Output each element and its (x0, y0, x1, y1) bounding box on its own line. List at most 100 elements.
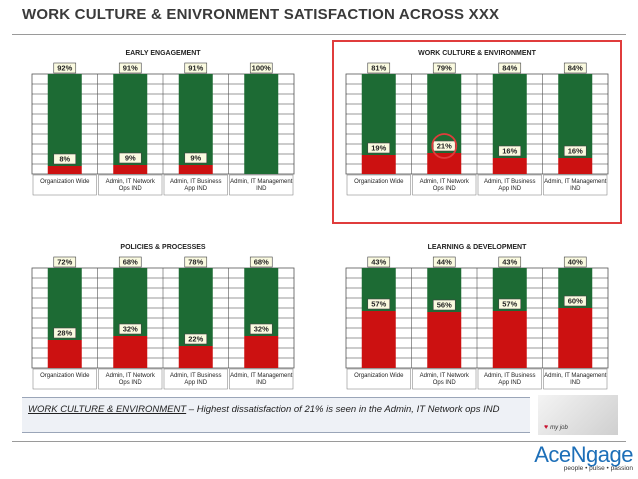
data-label-bottom: 21% (437, 142, 452, 151)
summary-note: WORK CULTURE & ENVIRONMENT – Highest dis… (22, 397, 530, 433)
bar-segment-negative (361, 311, 396, 368)
data-label-box (118, 152, 142, 164)
data-label-box (367, 62, 391, 74)
data-label-top: 79% (437, 64, 452, 73)
category-label: Organization Wide (40, 179, 90, 185)
data-label-box (184, 256, 208, 268)
category-label: Admin, IT Network Ops IND (106, 373, 156, 386)
category-label: Admin, IT Network Ops IND (106, 179, 156, 192)
data-label-top: 92% (57, 64, 72, 73)
bar-segment-positive (47, 74, 82, 166)
photo-caption-text: my job (550, 425, 568, 431)
data-label-box (563, 62, 587, 74)
photo-caption: ♥ my job (544, 424, 568, 431)
data-label-bottom: 16% (568, 147, 583, 156)
category-label: Admin, IT Management IND (544, 373, 607, 386)
data-label-bottom: 9% (125, 154, 136, 163)
heart-icon: ♥ (544, 424, 549, 431)
data-label-box (432, 299, 456, 311)
category-label-box (229, 368, 294, 390)
page-title: WORK CULTURE & ENIVRONMENT SATISFACTION … (22, 6, 500, 23)
data-label-box (498, 256, 522, 268)
summary-note-body: – Highest dissatisfaction of 21% is seen… (186, 404, 500, 415)
chart-title: WORK CULTURE & ENVIRONMENT (418, 50, 536, 57)
logo-tagline: people • pulse • passion (563, 465, 633, 472)
title-divider (12, 34, 626, 35)
data-label-bottom: 9% (190, 154, 201, 163)
data-label-box (184, 152, 208, 164)
data-label-bottom: 32% (254, 325, 269, 334)
category-label: Admin, IT Network Ops IND (420, 373, 470, 386)
category-label-box (32, 368, 97, 390)
category-label: Admin, IT Business App IND (484, 373, 536, 386)
bar-segment-positive (361, 74, 396, 155)
chart-learning-development: 43% 57% Organization Wide 44% 56% Admin, IT N… (345, 256, 609, 390)
data-label-bottom: 32% (123, 325, 138, 334)
category-label-box (163, 368, 228, 390)
data-label-box (498, 62, 522, 74)
category-label: Admin, IT Management IND (230, 179, 293, 192)
data-label-top: 91% (188, 64, 203, 73)
data-label-top: 44% (437, 258, 452, 267)
bar-segment-negative (47, 340, 82, 368)
bar-segment-negative (427, 312, 462, 368)
highlight-circle (431, 133, 458, 159)
data-label-bottom: 60% (568, 297, 583, 306)
category-label: Admin, IT Management IND (544, 179, 607, 192)
data-label-top: 40% (568, 258, 583, 267)
category-label-box (477, 368, 542, 390)
chart-panel-policies-processes: POLICIES & PROCESSES 72% 28% Organization … (20, 236, 306, 416)
data-label-bottom: 8% (59, 155, 70, 164)
data-label-top: 43% (502, 258, 517, 267)
category-label: Admin, IT Management IND (230, 373, 293, 386)
data-label-box (367, 142, 391, 154)
category-label-box (98, 174, 163, 196)
data-label-box (249, 256, 273, 268)
summary-note-label: WORK CULTURE & ENVIRONMENT (28, 404, 187, 415)
data-label-bottom: 57% (502, 300, 517, 309)
chart-title: LEARNING & DEVELOPMENT (427, 244, 527, 251)
chart-title: POLICIES & PROCESSES (120, 244, 206, 251)
data-label-box (563, 256, 587, 268)
data-label-top: 68% (123, 258, 138, 267)
category-label-box (98, 368, 163, 390)
data-label-top: 72% (57, 258, 72, 267)
data-label-top: 43% (371, 258, 386, 267)
data-label-box (249, 323, 273, 335)
data-label-box (118, 256, 142, 268)
data-label-box (53, 153, 77, 165)
logo-name: AceNgage (534, 442, 633, 467)
category-label-box (346, 368, 411, 390)
bar-segment-positive (427, 74, 462, 153)
data-label-box (184, 333, 208, 345)
bar-segment-negative (178, 165, 213, 174)
bar-segment-negative (492, 158, 527, 174)
bar-segment-negative (113, 336, 148, 368)
bar-segment-negative (427, 153, 462, 174)
data-label-box (118, 62, 142, 74)
data-label-bottom: 56% (437, 301, 452, 310)
my-job-photo: ♥ my job (538, 395, 618, 435)
data-label-box (53, 327, 77, 339)
chart-early-engagement: 92% 8% Organization Wide 91% 9% Admin, IT Net… (31, 62, 295, 196)
category-label: Admin, IT Business App IND (170, 179, 222, 192)
bar-segment-negative (558, 158, 593, 174)
bar-segment-positive (178, 74, 213, 165)
footer-divider (12, 441, 626, 442)
category-label-box (346, 174, 411, 196)
data-label-box (367, 256, 391, 268)
chart-panel-early-engagement: EARLY ENGAGEMENT 92% 8% Organization Wide 9… (20, 42, 306, 222)
data-label-box (249, 62, 273, 74)
data-label-top: 91% (123, 64, 138, 73)
bar-segment-positive (244, 74, 279, 174)
category-label: Admin, IT Business App IND (484, 179, 536, 192)
bar-segment-negative (492, 311, 527, 368)
data-label-box (498, 145, 522, 157)
data-label-box (184, 62, 208, 74)
category-label-box (412, 174, 477, 196)
data-label-box (432, 140, 456, 152)
summary-note-text: WORK CULTURE & ENVIRONMENT – Highest dis… (28, 404, 522, 416)
bar-segment-positive (178, 268, 213, 346)
acengage-logo: AceNgage people • pulse • passion (521, 442, 633, 472)
category-label: Admin, IT Business App IND (170, 373, 222, 386)
